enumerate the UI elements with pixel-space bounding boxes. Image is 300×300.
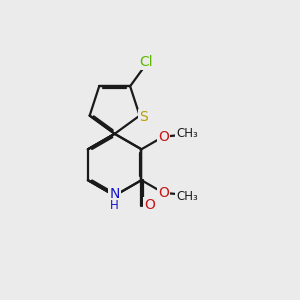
Text: CH₃: CH₃ — [176, 190, 198, 203]
Text: O: O — [158, 130, 169, 144]
Text: O: O — [144, 198, 155, 212]
Text: N: N — [110, 187, 120, 201]
Text: CH₃: CH₃ — [176, 127, 198, 140]
Text: H: H — [110, 199, 119, 212]
Text: O: O — [158, 186, 169, 200]
Text: S: S — [139, 110, 148, 124]
Text: Cl: Cl — [140, 55, 153, 69]
